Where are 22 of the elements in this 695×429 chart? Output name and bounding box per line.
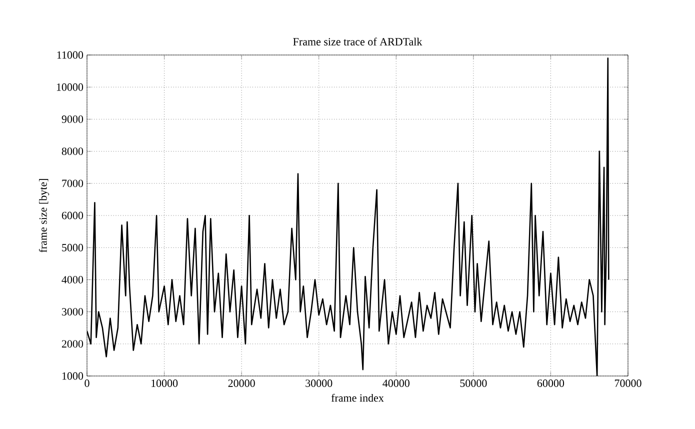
x-axis-title: frame index (331, 394, 384, 402)
y-tick-label: 8000 (62, 148, 84, 156)
y-tick-label: 3000 (62, 308, 84, 316)
y-tick-label: 1000 (62, 372, 84, 380)
y-tick-label: 6000 (62, 212, 84, 220)
x-tick-label: 60000 (537, 380, 564, 387)
x-tick-label: 40000 (382, 380, 410, 387)
x-tick-label: 20000 (228, 380, 255, 387)
x-tick-label: 50000 (460, 380, 487, 387)
y-axis-title: frame size [byte] (38, 179, 50, 252)
x-tick-label: 10000 (152, 380, 178, 387)
x-tick-label: 70000 (614, 380, 642, 387)
y-tick-label: 4000 (62, 276, 84, 284)
y-tick-label: 5000 (62, 244, 84, 252)
y-tick-label: 7000 (62, 180, 84, 188)
chart-title: Frame size trace of ARDTalk (293, 38, 422, 46)
y-tick-label: 10000 (56, 83, 84, 91)
y-tick-label: 2000 (62, 340, 84, 348)
x-tick-label: 0 (84, 380, 90, 387)
x-tick-label: 30000 (306, 380, 332, 387)
y-tick-label: 9000 (62, 115, 84, 123)
y-tick-label: 11000 (57, 51, 84, 59)
